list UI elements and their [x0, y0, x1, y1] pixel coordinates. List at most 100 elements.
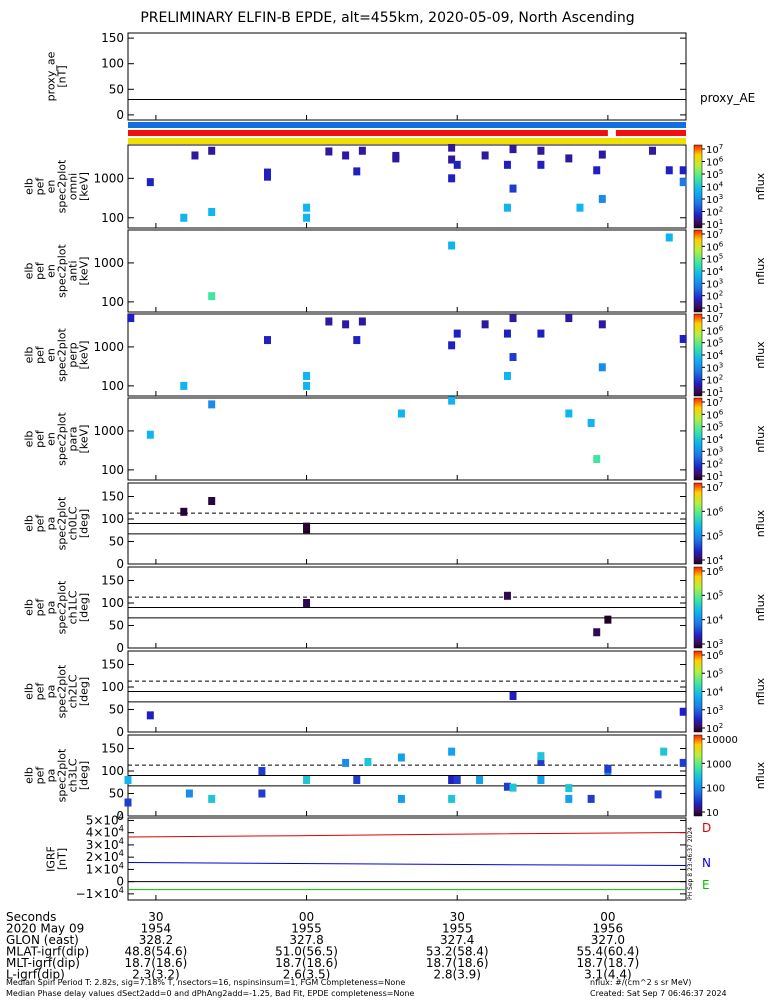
heatmap-cell [325, 147, 333, 156]
y-tick-label-ch1LC: 100 [101, 596, 124, 610]
heatmap-cell [598, 363, 606, 372]
time-row-value: 2.6(3.5) [283, 968, 331, 982]
panel-frame-proxy_ae [127, 32, 687, 121]
heatmap-cell [358, 146, 366, 155]
heatmap-cell [448, 155, 456, 164]
colorbar-tick-label: 104 [706, 686, 724, 699]
heatmap-cell [537, 329, 545, 338]
heatmap-cell [264, 336, 271, 345]
y-axis-label-para: pef [34, 429, 47, 448]
heatmap-cell [679, 334, 687, 343]
colorbar-tick-label: 1000 [706, 759, 731, 770]
colorbar-tick-label: 107 [706, 481, 723, 494]
colorbar-tick-label: 103 [706, 704, 723, 717]
y-tick-label-perp: 100 [101, 379, 124, 393]
y-axis-label-ch2LC: pef [34, 682, 47, 701]
time-row-value: 51.0(56.5) [275, 945, 338, 959]
time-row-label: Seconds [6, 910, 56, 924]
colorbar-tick-label: 105 [706, 589, 723, 602]
heatmap-cell [258, 767, 266, 775]
heatmap-cell [208, 400, 216, 409]
y-axis-label-ch3LC: pa [45, 769, 58, 783]
time-row-value: 1955 [291, 922, 322, 936]
igrf-side-note: PH Sep 8 23:46:37 2024 [687, 827, 694, 900]
y-axis-label-omni: en [45, 180, 58, 194]
footer-line-1: Median Spin Period T: 2.82s, sig=7.18% T… [6, 978, 406, 987]
y-axis-label-igrf: [nT] [56, 848, 69, 870]
heatmap-cell [453, 160, 461, 169]
y-axis-label-ch0LC: ch0LC [67, 506, 80, 540]
heatmap-cell [537, 758, 545, 766]
colorbar-ch0LC [693, 482, 703, 565]
y-tick-label-ch3LC: 150 [101, 742, 124, 756]
heatmap-cell [654, 790, 662, 799]
heatmap-cell [342, 758, 350, 767]
heatmap-cell [208, 146, 216, 155]
y-tick-label-ch0LC: 50 [109, 535, 124, 549]
heatmap-cell [448, 794, 456, 803]
series-line-N [127, 862, 687, 866]
colorbar-label-anti: nflux [754, 257, 767, 285]
series-line-D [127, 831, 687, 838]
y-tick-label-ch2LC: 100 [101, 680, 124, 694]
colorbar-label-para: nflux [754, 425, 767, 453]
heatmap-cell [503, 203, 511, 212]
y-axis-label-ch0LC: spec2plot [56, 496, 69, 550]
colorbar-tick-label: 102 [706, 206, 723, 219]
y-tick-label-ch0LC: 100 [101, 512, 124, 526]
time-row-value: 00 [600, 910, 615, 924]
colorbar-tick-label: 105 [706, 337, 723, 350]
y-axis-label-ch3LC: [deg] [78, 761, 91, 790]
panel-frame-omni [127, 144, 687, 229]
heatmap-cell [649, 146, 657, 155]
heatmap-cell [598, 320, 606, 329]
y-axis-label-ch3LC: elb [23, 767, 36, 784]
colorbar-label-ch0LC: nflux [754, 509, 767, 537]
y-axis-label-ch1LC: ch1LC [67, 590, 80, 624]
heatmap-cell [303, 203, 311, 212]
y-axis-label-para: spec2plot [56, 412, 69, 466]
proxy-ae-legend: proxy_AE [700, 91, 755, 105]
colorbar-tick-label: 103 [706, 277, 723, 290]
y-tick-label-igrf: 1×104 [86, 860, 124, 876]
heatmap-cell [679, 178, 687, 187]
y-axis-label-anti: elb [23, 263, 36, 280]
heatmap-cell [593, 628, 601, 637]
state-bar-red [128, 130, 686, 136]
y-tick-label-perp: 1000 [93, 340, 124, 354]
heatmap-cell [448, 747, 456, 756]
heatmap-cell [124, 776, 132, 784]
heatmap-cell [565, 314, 573, 323]
time-row-value: 328.2 [139, 933, 173, 947]
y-axis-label-anti: [keV] [78, 257, 91, 286]
heatmap-cell [509, 184, 517, 193]
colorbar-tick-label: 10 [706, 808, 719, 819]
panel-frame-anti [127, 229, 687, 313]
colorbar-tick-label: 105 [706, 667, 723, 680]
y-tick-label-proxy_ae: 0 [116, 108, 124, 122]
colorbar-tick-label: 106 [706, 565, 724, 578]
y-axis-label-ch0LC: [deg] [78, 509, 91, 538]
heatmap-cell [679, 166, 687, 175]
y-tick-label-proxy_ae: 100 [101, 57, 124, 71]
colorbar-tick-label: 105 [706, 168, 723, 181]
y-axis-label-anti: pef [34, 261, 47, 280]
time-row-value: 48.8(54.6) [124, 945, 187, 959]
y-axis-label-perp: pef [34, 345, 47, 364]
colorbar-tick-label: 104 [706, 349, 724, 362]
heatmap-cell [576, 203, 584, 212]
time-row-value: 1956 [593, 922, 624, 936]
heatmap-cell [208, 207, 216, 216]
y-axis-label-ch1LC: elb [23, 599, 36, 616]
y-axis-label-para: [keV] [78, 425, 91, 454]
time-row-value: 18.7(18.6) [124, 956, 187, 970]
heatmap-cell [476, 776, 484, 784]
colorbar-tick-label: 106 [706, 408, 724, 421]
colorbar-tick-label: 107 [706, 143, 723, 156]
y-axis-label-ch2LC: pa [45, 685, 58, 699]
heatmap-cell [503, 160, 511, 169]
colorbar-tick-label: 103 [706, 445, 723, 458]
colorbar-para [693, 397, 703, 481]
time-row-value: 18.7(18.7) [576, 956, 639, 970]
